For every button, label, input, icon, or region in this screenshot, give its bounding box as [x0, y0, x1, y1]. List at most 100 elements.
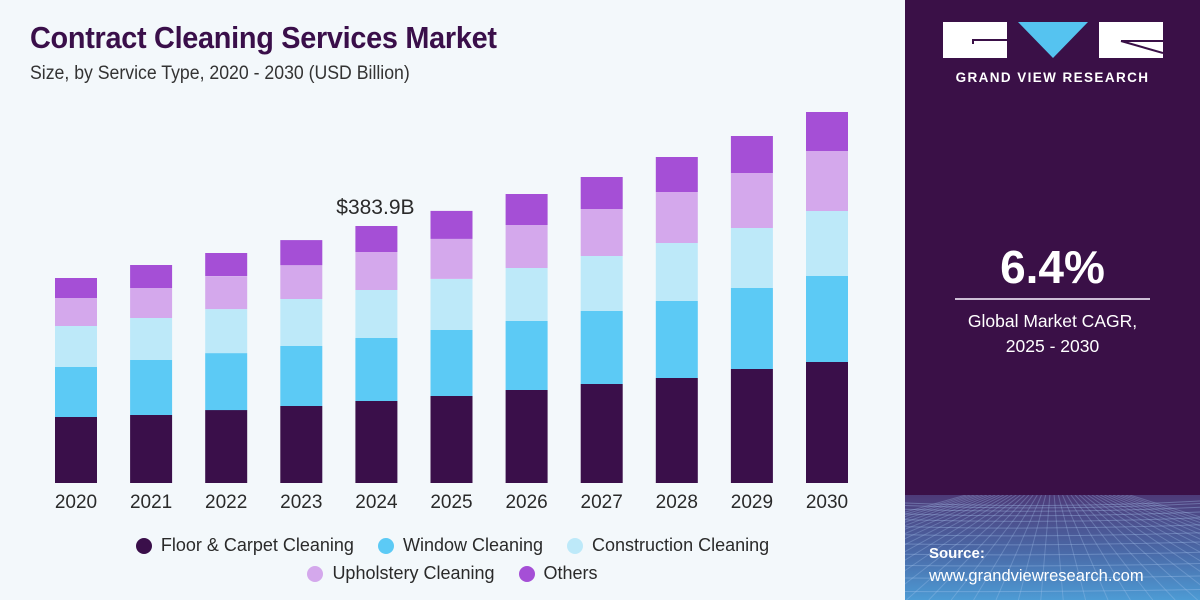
grid-line [1083, 495, 1200, 586]
bar-segment-2025-upholstery-cleaning [430, 238, 473, 279]
legend-label: Window Cleaning [402, 535, 544, 555]
x-tick-label-2025: 2025 [430, 492, 472, 513]
bar-segment-2021-upholstery-cleaning [130, 288, 173, 318]
grid-line [905, 495, 1009, 553]
chart-subtitle: Size, by Service Type, 2020 - 2030 (USD … [30, 63, 410, 84]
grid-line [905, 524, 1200, 529]
grid-line [905, 541, 1200, 546]
legend-swatch-icon [518, 565, 535, 582]
bar-segment-2024-floor-carpet-cleaning [355, 401, 398, 483]
grid-line [905, 495, 1013, 561]
bar-segment-2027-upholstery-cleaning [580, 209, 623, 256]
source-link[interactable]: www.grandviewresearch.com [929, 567, 1144, 585]
wireframe-grid-decoration [905, 495, 1200, 600]
bar-segment-2024-others [355, 226, 398, 252]
bar-segment-2030-window-cleaning [806, 276, 848, 362]
bar-segment-2028-others [655, 157, 698, 192]
bar-segment-2024-construction-cleaning [355, 290, 398, 338]
bar-segment-2020-floor-carpet-cleaning [55, 417, 97, 483]
bar-segment-2029-others [730, 136, 773, 173]
bar-segment-2024-window-cleaning [355, 338, 398, 401]
grid-line [1095, 495, 1200, 553]
bar-segment-2021-floor-carpet-cleaning [130, 415, 173, 483]
x-tick-label-2030: 2030 [806, 492, 848, 513]
bar-segment-2022-others [205, 253, 248, 276]
grid-line [905, 506, 1200, 512]
grid-line [905, 495, 975, 518]
grid-line [1057, 495, 1087, 600]
data-label-2024: $383.9B [336, 196, 414, 219]
x-tick-label-2026: 2026 [505, 492, 547, 513]
bar-segment-2023-others [280, 240, 323, 266]
bar-segment-2020-window-cleaning [55, 367, 97, 417]
grid-line [905, 495, 1021, 585]
grid-line [1040, 495, 1051, 600]
x-tick-label-2023: 2023 [280, 492, 322, 513]
bar-segment-2029-construction-cleaning [730, 228, 773, 288]
bar-segment-2027-window-cleaning [580, 311, 623, 384]
cagr-label-line-1: Global Market CAGR, [967, 311, 1138, 331]
bar-segment-2025-others [430, 210, 473, 239]
grid-line [995, 495, 1042, 600]
bar-segment-2021-window-cleaning [130, 360, 173, 415]
bar-segment-2025-window-cleaning [430, 330, 473, 396]
grid-line [905, 495, 979, 520]
bar-segment-2028-floor-carpet-cleaning [655, 378, 698, 483]
grid-line [905, 495, 1004, 546]
grid-line [1017, 495, 1047, 600]
bar-segment-2022-floor-carpet-cleaning [205, 410, 248, 483]
bar-segment-2030-construction-cleaning [806, 211, 848, 276]
grid-line [1100, 495, 1200, 546]
cagr-label-line-2: 2025 - 2030 [1005, 336, 1100, 356]
bar-segment-2028-window-cleaning [655, 301, 698, 378]
bar-segment-2026-upholstery-cleaning [505, 225, 548, 268]
grand-view-research-logo-icon [943, 22, 1163, 58]
grid-line [906, 495, 1026, 600]
grid-line [928, 495, 1030, 600]
bar-segment-2021-others [130, 265, 173, 288]
legend-swatch-icon [307, 565, 324, 582]
grid-line [973, 495, 1038, 600]
cagr-divider [955, 298, 1150, 300]
grid-line [905, 551, 1200, 556]
bar-segment-2026-floor-carpet-cleaning [505, 390, 548, 483]
grid-line [905, 495, 983, 523]
source-label: Source: [929, 545, 985, 562]
legend-item-construction-cleaning: Construction Cleaning [567, 535, 769, 556]
legend-item-floor-carpet-cleaning: Floor & Carpet Cleaning [135, 535, 354, 556]
bar-segment-2030-others [806, 112, 848, 151]
legend-row-1: Floor & Carpet Cleaning Window Cleaning Co… [0, 535, 905, 559]
bar-segment-2023-floor-carpet-cleaning [280, 406, 323, 483]
grid-line [905, 495, 1017, 572]
bar-segment-2023-construction-cleaning [280, 299, 323, 346]
grid-line [905, 495, 1000, 540]
grid-line [1074, 495, 1176, 600]
legend-label: Floor & Carpet Cleaning [160, 535, 354, 555]
bar-segment-2029-upholstery-cleaning [730, 173, 773, 228]
legend-item-window-cleaning: Window Cleaning [377, 535, 544, 556]
grid-line [1112, 495, 1200, 531]
bar-segment-2028-upholstery-cleaning [655, 192, 698, 243]
x-tick-label-2027: 2027 [581, 492, 623, 513]
bar-segment-2030-upholstery-cleaning [806, 151, 848, 211]
grid-line [1078, 495, 1198, 600]
grid-line [1129, 495, 1200, 518]
x-tick-label-2020: 2020 [55, 492, 97, 513]
grid-line [905, 495, 992, 530]
legend-swatch-icon [135, 537, 152, 554]
bar-segment-2022-window-cleaning [205, 353, 248, 411]
grid-line [905, 589, 1200, 593]
bar-segment-2021-construction-cleaning [130, 318, 173, 360]
grid-line [950, 495, 1034, 600]
bar-segment-2027-floor-carpet-cleaning [580, 384, 623, 483]
bar-segment-2029-window-cleaning [730, 288, 773, 369]
bar-segment-2029-floor-carpet-cleaning [730, 369, 773, 483]
x-tick-label-2022: 2022 [205, 492, 247, 513]
grid-line [905, 563, 1200, 567]
grid-line [905, 500, 1200, 507]
cagr-label: Global Market CAGR, 2025 - 2030 [905, 309, 1200, 359]
bar-segment-2026-window-cleaning [505, 321, 548, 390]
grid-line [1091, 495, 1200, 562]
grid-line [905, 495, 988, 527]
legend-label: Construction Cleaning [592, 535, 770, 555]
